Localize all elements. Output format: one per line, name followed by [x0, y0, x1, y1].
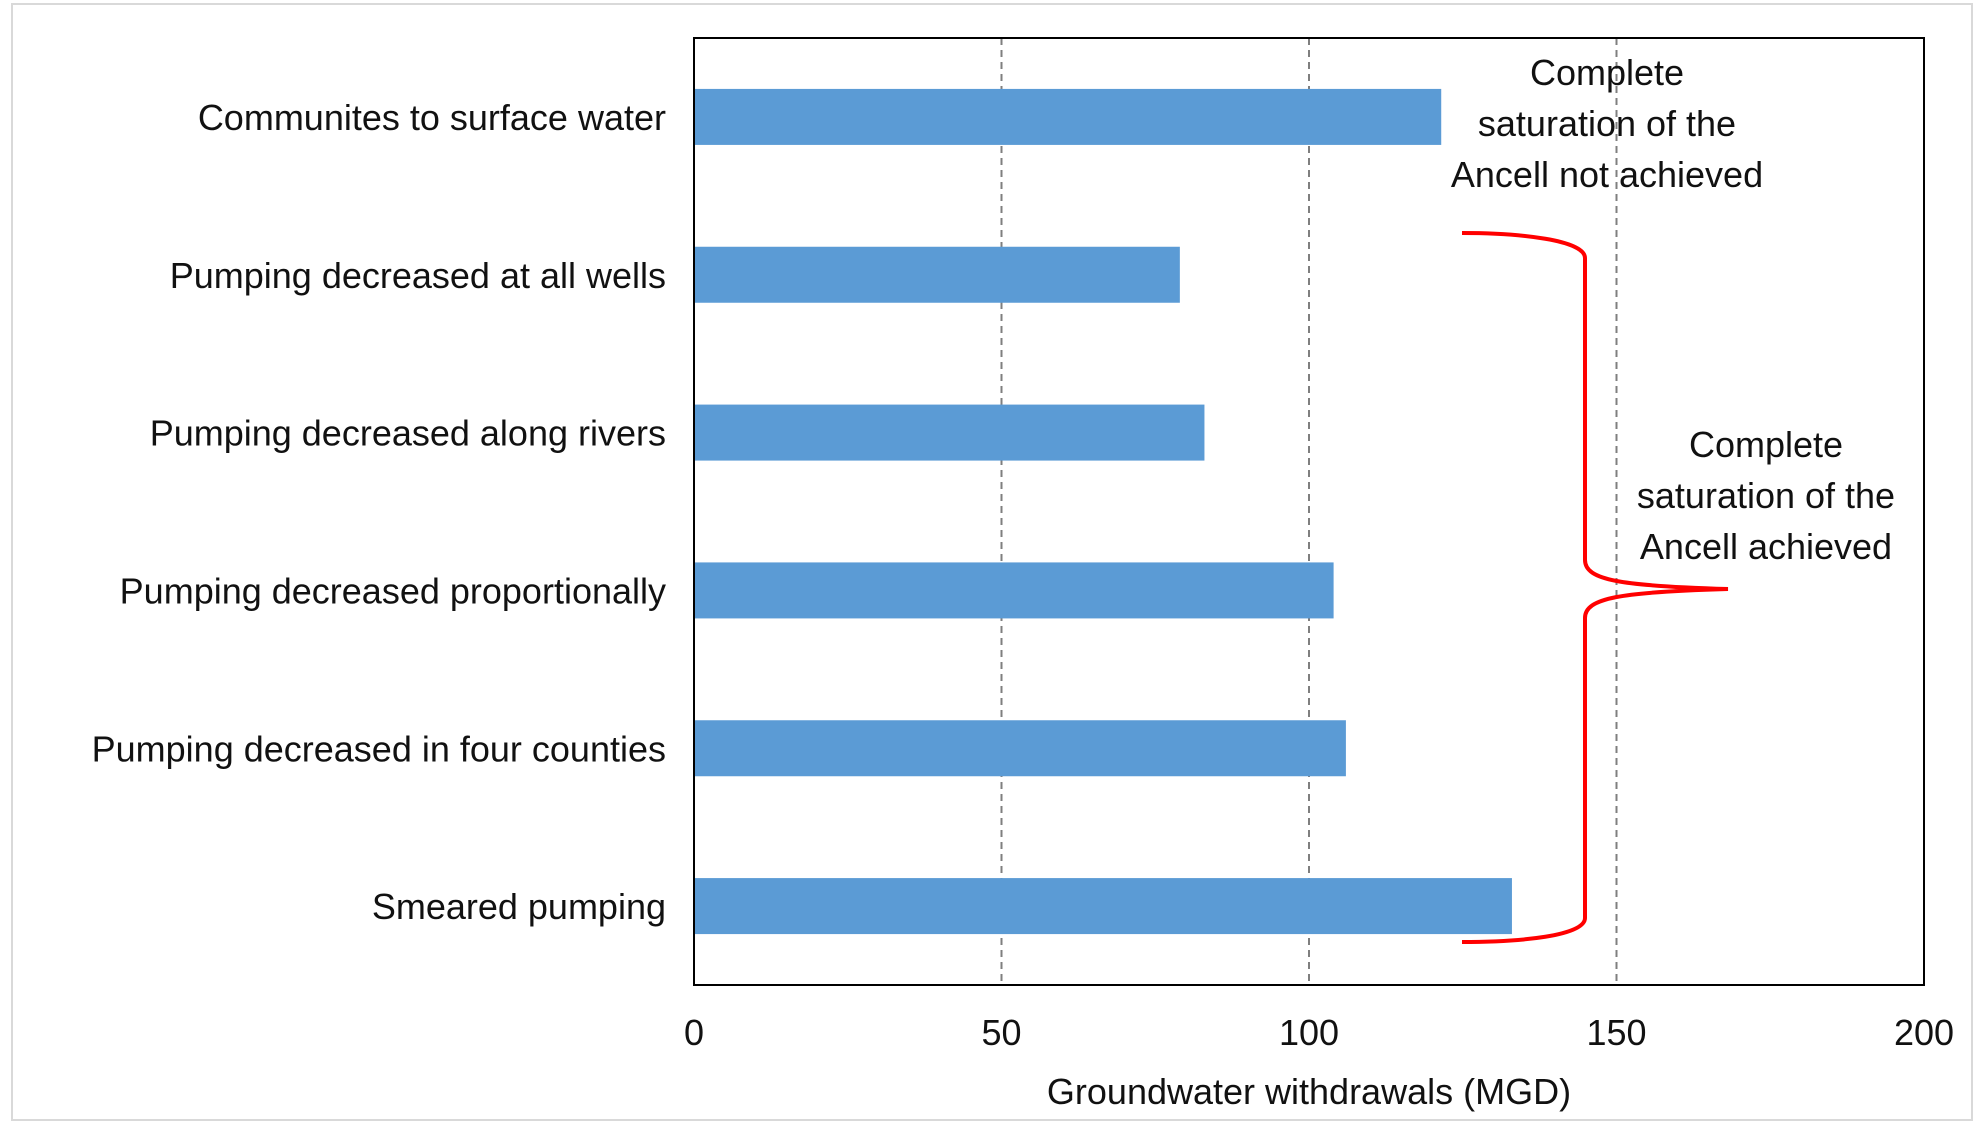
annotation-line: saturation of the: [1637, 475, 1895, 516]
x-tick-label: 200: [1894, 1012, 1954, 1053]
annotation-achieved: Complete saturation of the Ancell achiev…: [1637, 424, 1895, 567]
gridlines: [1000, 38, 1618, 985]
annotation-line: Ancell achieved: [1640, 526, 1892, 567]
category-label: Pumping decreased in four counties: [92, 728, 666, 769]
x-tick-label: 100: [1279, 1012, 1339, 1053]
category-label: Smeared pumping: [372, 886, 666, 927]
annotation-line: Complete: [1530, 52, 1684, 93]
plot-area-frame: [693, 37, 1925, 986]
annotation-line: Complete: [1689, 424, 1843, 465]
annotation-not-achieved: Complete saturation of the Ancell not ac…: [1451, 52, 1763, 195]
x-tick-label: 150: [1586, 1012, 1646, 1053]
annotation-line: saturation of the: [1478, 103, 1736, 144]
bar: [694, 88, 1442, 145]
bar: [694, 404, 1205, 461]
annotation-line: Ancell not achieved: [1451, 154, 1763, 195]
category-label: Pumping decreased at all wells: [170, 255, 666, 296]
category-label: Communites to surface water: [198, 97, 666, 138]
x-tick-label: 0: [684, 1012, 704, 1053]
annotation-brace: [1461, 231, 1729, 944]
category-label: Pumping decreased along rivers: [150, 413, 666, 454]
bar: [694, 562, 1334, 619]
bar: [694, 246, 1180, 303]
category-label: Pumping decreased proportionally: [120, 570, 666, 611]
bars: [694, 88, 1512, 935]
x-axis-title: Groundwater withdrawals (MGD): [1047, 1071, 1571, 1112]
x-tick-labels: 0 50 100 150 200: [684, 1012, 1954, 1053]
x-tick-label: 50: [981, 1012, 1021, 1053]
bar: [694, 720, 1346, 777]
bar: [694, 878, 1512, 935]
category-labels: Communites to surface water Pumping decre…: [92, 97, 666, 927]
